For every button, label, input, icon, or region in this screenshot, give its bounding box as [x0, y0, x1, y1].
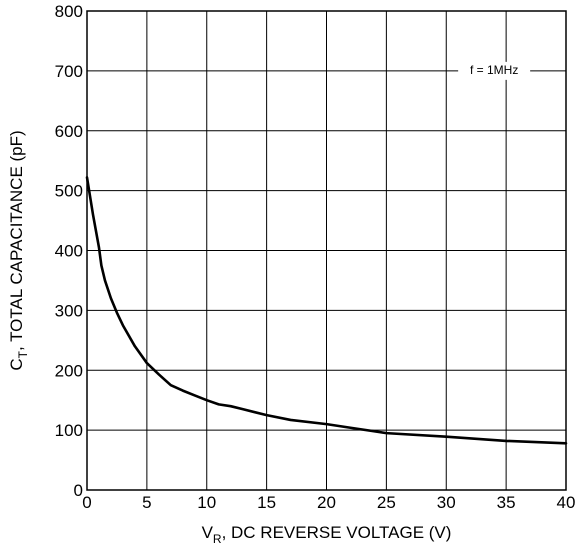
x-tick-label: 40 — [557, 493, 576, 512]
grid-lines — [86, 10, 567, 491]
y-tick-labels: 0 100 200 300 400 500 600 700 800 — [55, 2, 83, 500]
y-tick-label: 200 — [55, 361, 83, 380]
y-tick-label: 100 — [55, 421, 83, 440]
y-tick-label: 600 — [55, 122, 83, 141]
x-axis-title: VR, DC REVERSE VOLTAGE (V) — [202, 523, 452, 546]
y-axis-title: CT, TOTAL CAPACITANCE (pF) — [7, 130, 30, 370]
x-axis-title-subscript: R — [213, 532, 222, 546]
x-tick-label: 15 — [257, 493, 276, 512]
y-tick-label: 300 — [55, 301, 83, 320]
x-tick-label: 0 — [82, 493, 91, 512]
x-axis-title-rest: , DC REVERSE VOLTAGE (V) — [222, 523, 452, 542]
x-tick-label: 25 — [377, 493, 396, 512]
x-tick-label: 30 — [437, 493, 456, 512]
x-tick-label: 5 — [142, 493, 151, 512]
y-tick-label: 400 — [55, 242, 83, 261]
annotation-background — [458, 61, 531, 80]
x-tick-label: 20 — [317, 493, 336, 512]
y-axis-title-subscript: T — [16, 350, 30, 358]
annotation-frequency: f = 1MHz — [470, 63, 518, 77]
x-tick-label: 10 — [197, 493, 216, 512]
x-tick-labels: 0 5 10 15 20 25 30 35 40 — [82, 493, 575, 512]
series-line-capacitance — [85, 176, 568, 445]
plot-frame — [86, 10, 567, 491]
y-tick-label: 0 — [74, 481, 83, 500]
y-tick-label: 800 — [55, 2, 83, 21]
y-tick-label: 700 — [55, 62, 83, 81]
y-axis-title-main: C — [7, 358, 26, 370]
y-axis-title-rest: , TOTAL CAPACITANCE (pF) — [7, 130, 26, 351]
x-axis-title-main: V — [202, 523, 214, 542]
y-tick-label: 500 — [55, 182, 83, 201]
x-tick-label: 35 — [497, 493, 516, 512]
